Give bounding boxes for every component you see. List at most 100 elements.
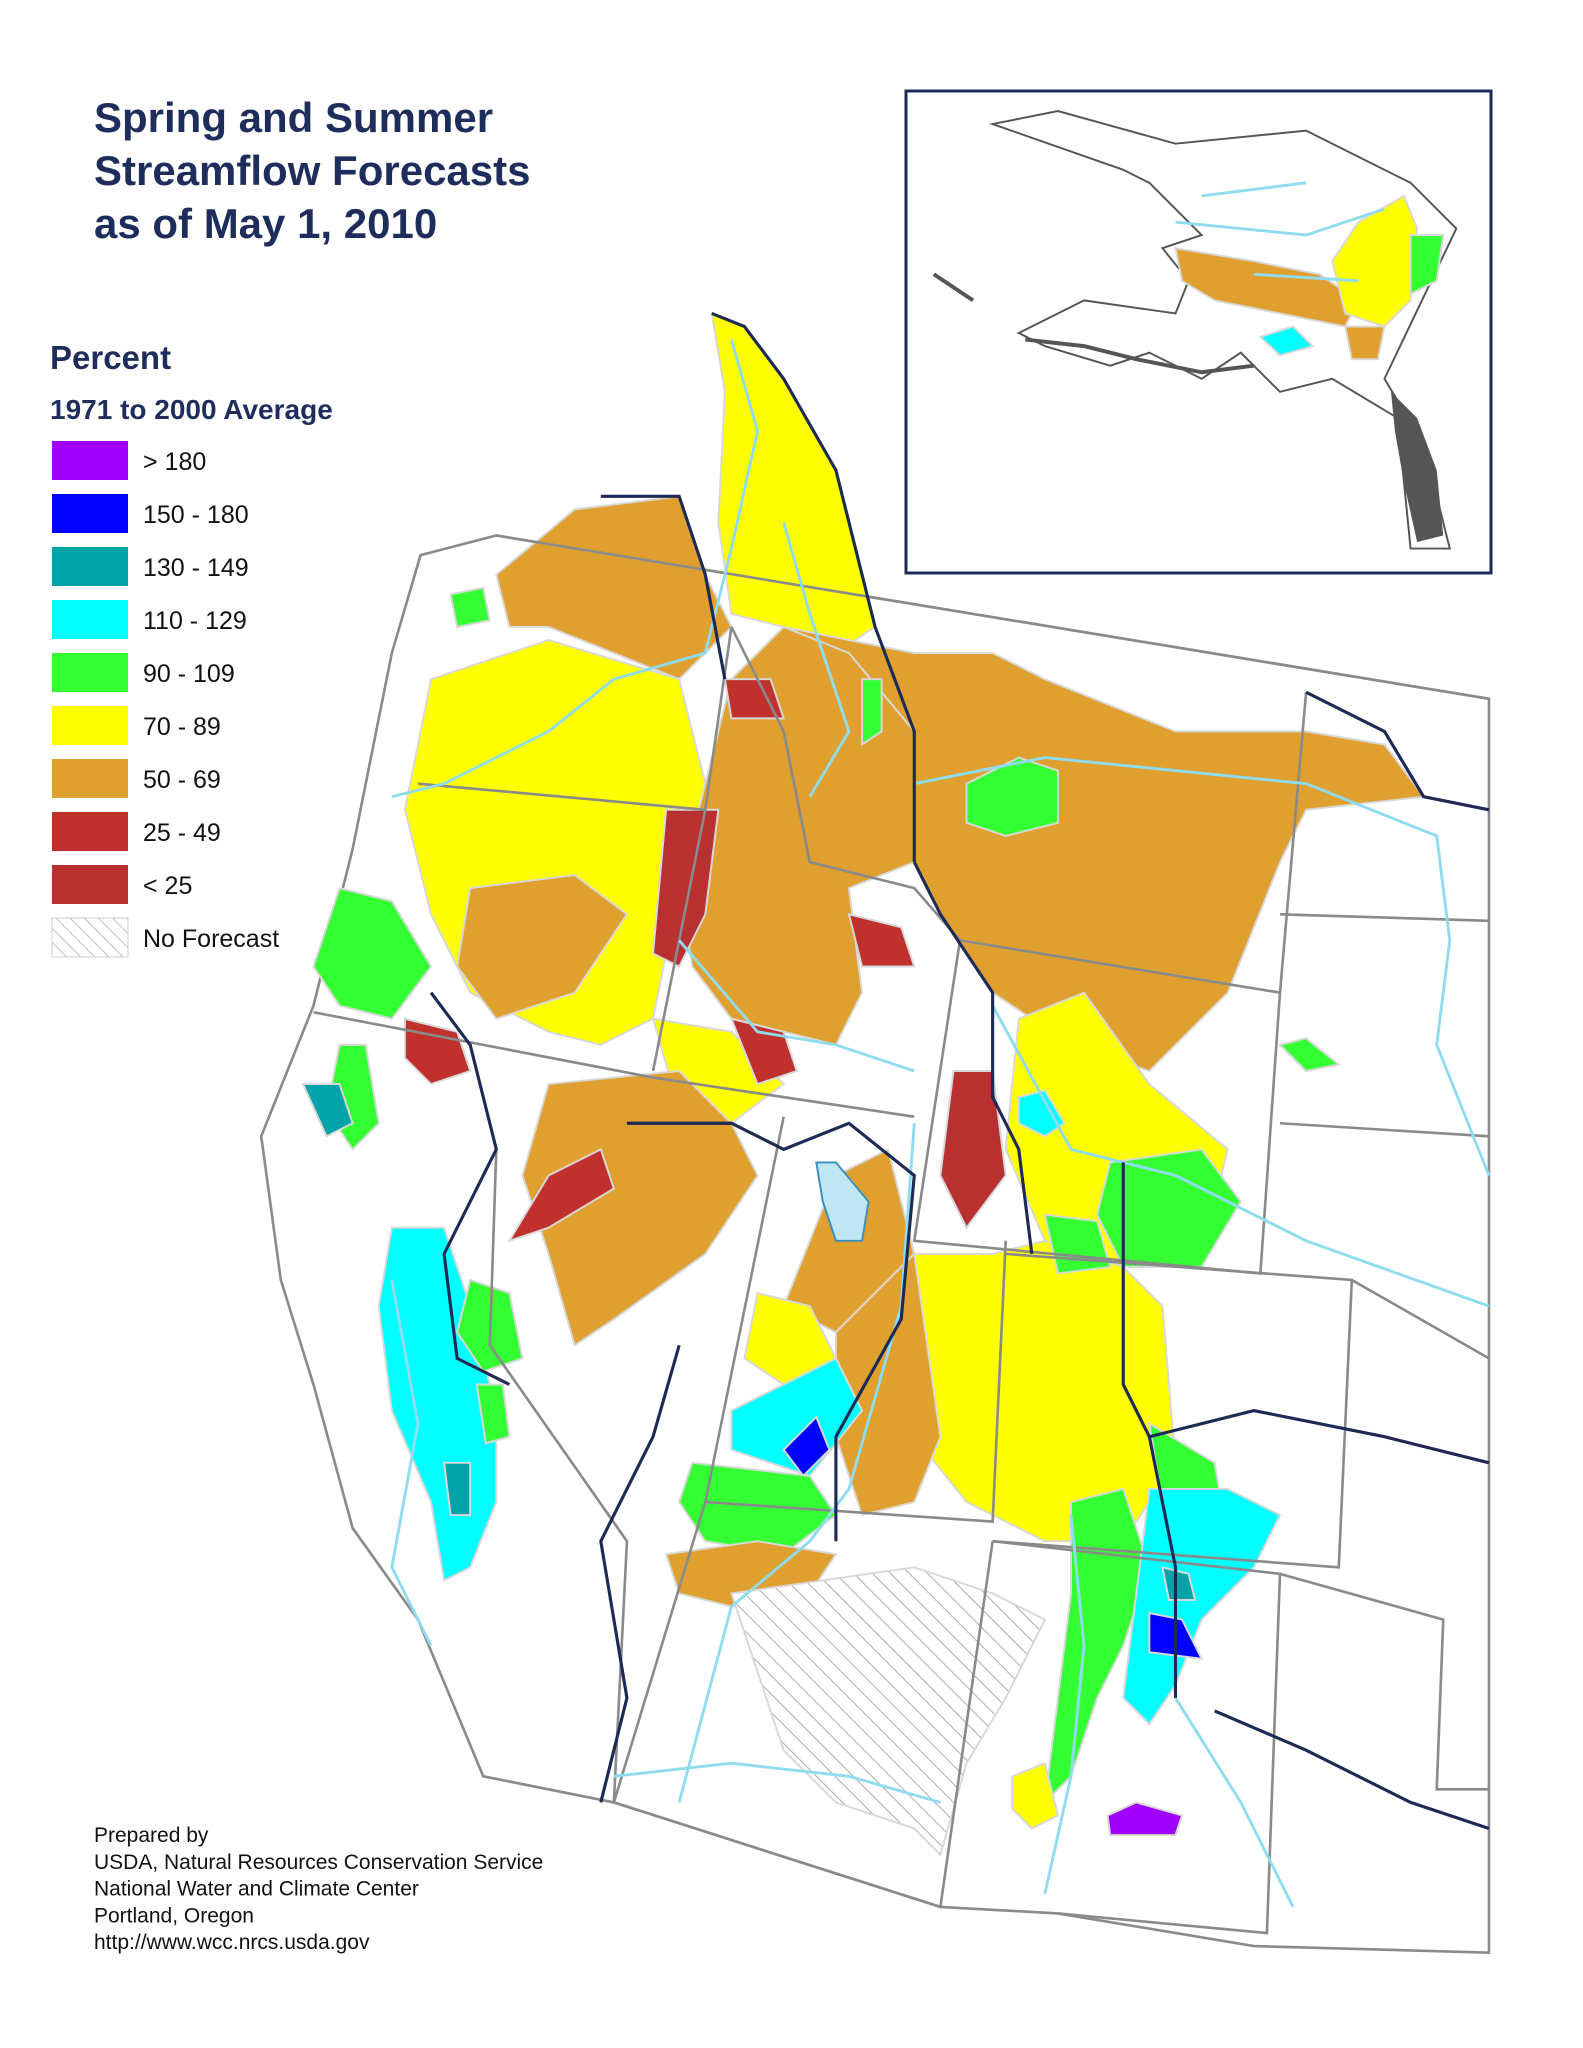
main-map [259, 311, 1491, 1954]
alaska-outline [988, 110, 1458, 550]
map-line [599, 1344, 681, 1803]
basin-area [710, 311, 877, 655]
map-line [991, 1005, 1490, 1308]
aleutians [932, 272, 1255, 375]
map-line [417, 782, 706, 812]
basin-area [403, 1017, 472, 1086]
map-line [1279, 1572, 1489, 1791]
map-line [1351, 1278, 1490, 1360]
map-title: Streamflow Forecasts [94, 147, 531, 194]
map-title: as of May 1, 2010 [94, 200, 437, 247]
basin-area [723, 678, 786, 720]
map-line [429, 991, 511, 1386]
basin-area [312, 886, 433, 1020]
great-salt-lake [815, 1161, 870, 1242]
legend-label: 70 - 89 [143, 713, 221, 741]
map-line [488, 1149, 629, 1803]
basins [301, 311, 1426, 1857]
legend-swatch [52, 653, 128, 692]
map-line [313, 1010, 915, 1119]
basin-area [1258, 325, 1315, 357]
map-line [1305, 690, 1490, 812]
legend-swatch [52, 547, 128, 586]
legend-swatch [52, 759, 128, 798]
map-line [1279, 1121, 1490, 1138]
credit-line: Prepared by [94, 1824, 209, 1847]
legend-swatch [51, 917, 129, 958]
alaska-inset [932, 110, 1458, 550]
basin-area [449, 586, 491, 629]
legend-label: 50 - 69 [143, 766, 221, 794]
basin-area [1331, 194, 1419, 328]
basin-area [1011, 1761, 1060, 1830]
map-line [600, 494, 727, 680]
map-line [1043, 1514, 1086, 1895]
basin-boundaries [429, 312, 1490, 1831]
map-line [1174, 1697, 1295, 1908]
map-line [711, 312, 916, 863]
basin-area [1344, 325, 1386, 361]
basin-area [301, 1083, 354, 1138]
basin-area [965, 756, 1059, 837]
basin-area [1161, 1565, 1197, 1601]
legend-label: 110 - 129 [143, 607, 247, 635]
legend-swatch [52, 706, 128, 745]
legend-label: 25 - 49 [143, 819, 221, 847]
map-line [651, 626, 733, 1072]
legend-label: No Forecast [143, 925, 279, 953]
map-line [912, 861, 1034, 1255]
legend-swatch [52, 494, 128, 533]
legend-swatch [52, 600, 128, 639]
legend-label: 90 - 109 [143, 660, 235, 688]
map-line [1175, 181, 1385, 283]
map-line [1279, 912, 1489, 923]
basin-area [475, 1383, 511, 1445]
map-line [992, 1539, 1282, 1935]
basin-area [1043, 1487, 1151, 1806]
legend-swatch [52, 865, 128, 904]
basin-area [730, 1357, 864, 1478]
credit-line: Portland, Oregon [94, 1904, 254, 1927]
map-line [992, 1252, 1354, 1569]
legend-label: < 25 [143, 872, 192, 900]
legend: > 180 150 - 180 130 - 149 110 - 129 90 - 109… [51, 441, 279, 958]
map-line [677, 1123, 916, 1803]
credit-line: http://www.wcc.nrcs.usda.gov [94, 1931, 370, 1954]
basin-area [939, 1070, 1007, 1230]
map-line [678, 939, 915, 1073]
map-title: Spring and Summer [94, 94, 493, 141]
map-line [390, 1279, 433, 1647]
map-line [613, 1761, 941, 1804]
legend-swatch [52, 441, 128, 480]
map-line [496, 534, 1490, 701]
credits: Prepared by USDA, Natural Resources Conse… [94, 1824, 543, 1954]
state-boundaries [313, 534, 1490, 1935]
alaska-southeast [1390, 391, 1444, 543]
basin-area [1409, 234, 1445, 296]
rivers [390, 339, 1491, 1908]
map-line [703, 1116, 1008, 1524]
map-line [1214, 1709, 1490, 1831]
basin-area [847, 912, 916, 968]
credit-line: National Water and Climate Center [94, 1878, 419, 1901]
basin-area [507, 1147, 616, 1243]
legend-heading: Percent [50, 339, 171, 376]
map-line [913, 756, 1491, 1177]
map-line [626, 1121, 916, 1542]
map-line [391, 339, 760, 799]
basin-area [861, 678, 883, 747]
map-line [1278, 692, 1308, 993]
map-line [1148, 1408, 1490, 1465]
map-line [730, 626, 961, 942]
basin-area [442, 1461, 472, 1517]
basin-area [652, 808, 720, 968]
map-line [782, 522, 851, 798]
basin-area [1106, 1801, 1184, 1837]
legend-label: 130 - 149 [143, 554, 249, 582]
legend-swatch [52, 812, 128, 851]
credit-line: USDA, Natural Resources Conservation Ser… [94, 1851, 543, 1874]
basin-area [782, 1415, 831, 1478]
legend-subheading: 1971 to 2000 Average [50, 394, 333, 425]
basin-area [456, 874, 629, 1020]
